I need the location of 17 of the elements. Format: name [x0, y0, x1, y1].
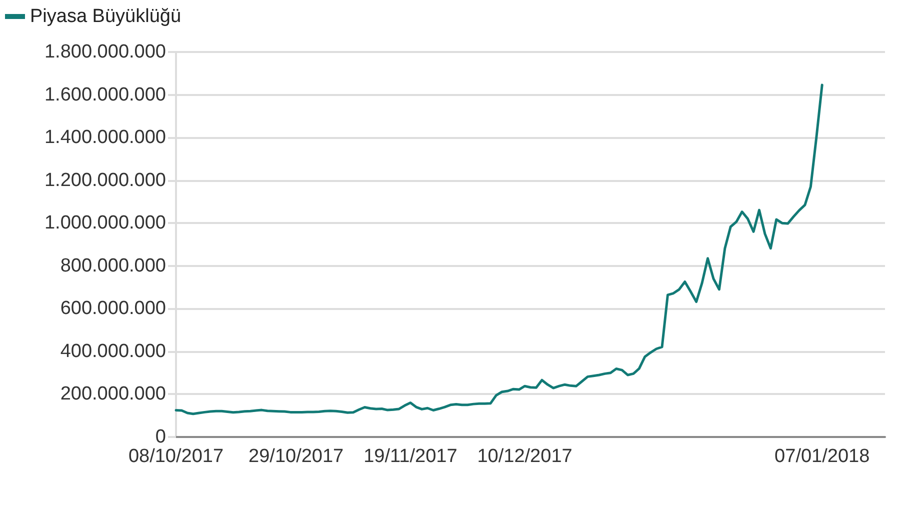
- legend-label: Piyasa Büyüklüğü: [30, 6, 182, 27]
- y-tick-label: 1.000.000.000: [44, 212, 166, 234]
- y-tick-label: 1.800.000.000: [44, 42, 166, 62]
- y-tick-label: 1.200.000.000: [44, 170, 166, 191]
- x-tick-label: 08/10/2017: [128, 446, 224, 467]
- x-tick-label: 19/11/2017: [364, 446, 458, 467]
- x-tick-label: 29/10/2017: [248, 446, 344, 467]
- y-tick-label: 200.000.000: [60, 384, 166, 405]
- y-tick-label: 1.400.000.000: [44, 127, 166, 148]
- x-tick-label: 07/01/2018: [774, 446, 870, 467]
- x-tick-label: 10/12/2017: [477, 446, 572, 467]
- line-series: [174, 84, 824, 416]
- y-tick-label: 400.000.000: [60, 340, 166, 362]
- y-tick-label: 600.000.000: [60, 298, 166, 320]
- y-tick-label: 1.600.000.000: [44, 84, 166, 106]
- y-tick-label: 800.000.000: [60, 255, 166, 276]
- y-tick-label: 0: [155, 426, 166, 448]
